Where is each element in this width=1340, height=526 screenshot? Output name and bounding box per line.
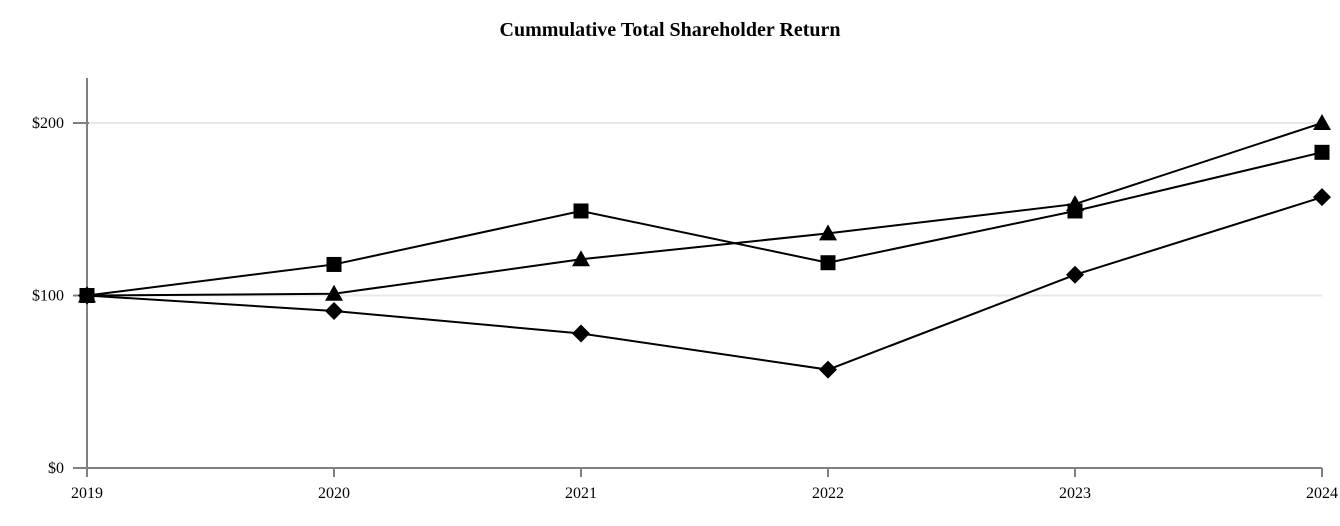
x-tick-label-2024: 2024 — [1306, 485, 1338, 502]
marker-triangle-2021 — [572, 250, 590, 267]
series-line-diamond-series — [86, 196, 1323, 371]
series-line-triangle-series — [86, 122, 1323, 297]
y-tick-label-0: $0 — [48, 460, 64, 477]
marker-square-2022 — [820, 255, 836, 271]
y-tick-label-100: $100 — [32, 288, 64, 305]
y-tick-label-200: $200 — [32, 115, 64, 132]
marker-square-2021 — [573, 203, 589, 219]
x-tick-label-2020: 2020 — [318, 485, 350, 502]
marker-diamond-2023 — [1066, 265, 1084, 284]
marker-diamond-2022 — [819, 360, 837, 379]
marker-square-2023 — [1067, 203, 1083, 219]
x-tick-label-2019: 2019 — [71, 485, 103, 502]
marker-triangle-2020 — [325, 284, 343, 301]
marker-diamond-2024 — [1313, 188, 1331, 207]
marker-square-2020 — [326, 256, 342, 272]
marker-square-2019 — [79, 288, 95, 303]
chart-title: Cummulative Total Shareholder Return — [499, 19, 841, 41]
marker-square-2024 — [1314, 144, 1330, 160]
marker-diamond-2021 — [572, 324, 590, 343]
x-tick-label-2022: 2022 — [812, 485, 844, 502]
series-line-square-series — [86, 151, 1323, 297]
marker-triangle-2022 — [819, 224, 837, 241]
marker-diamond-2020 — [325, 302, 343, 321]
x-tick-label-2023: 2023 — [1059, 485, 1091, 502]
x-tick-label-2021: 2021 — [565, 485, 597, 502]
marker-triangle-2024 — [1313, 114, 1331, 130]
